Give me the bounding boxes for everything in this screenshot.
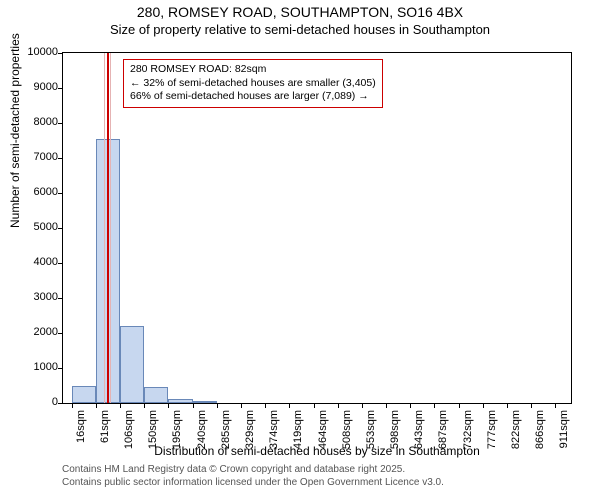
xtick-label: 16sqm	[75, 410, 87, 443]
xtick-mark	[314, 403, 315, 408]
ytick-label: 5000	[8, 221, 58, 233]
footer-line-2: Contains public sector information licen…	[62, 477, 444, 490]
xtick-label: 374sqm	[268, 410, 280, 449]
xtick-mark	[96, 403, 97, 408]
xtick-label: 687sqm	[437, 410, 449, 449]
xtick-label: 822sqm	[510, 410, 522, 449]
marker-side-line	[110, 53, 111, 403]
ytick-label: 7000	[8, 151, 58, 163]
xtick-label: 150sqm	[147, 410, 159, 449]
xtick-mark	[555, 403, 556, 408]
xtick-label: 61sqm	[99, 410, 111, 443]
xtick-mark	[483, 403, 484, 408]
chart-subtitle: Size of property relative to semi-detach…	[0, 22, 600, 37]
xtick-mark	[289, 403, 290, 408]
histogram-bar	[144, 387, 168, 403]
ytick-label: 2000	[8, 326, 58, 338]
footer-attribution: Contains HM Land Registry data © Crown c…	[62, 464, 444, 489]
xtick-label: 285sqm	[220, 410, 232, 449]
ytick-mark	[58, 53, 63, 54]
xtick-label: 911sqm	[558, 410, 570, 448]
ytick-mark	[58, 88, 63, 89]
xtick-mark	[168, 403, 169, 408]
xtick-mark	[338, 403, 339, 408]
xtick-mark	[120, 403, 121, 408]
ytick-label: 4000	[8, 256, 58, 268]
ytick-label: 1000	[8, 361, 58, 373]
xtick-mark	[144, 403, 145, 408]
xtick-mark	[241, 403, 242, 408]
xtick-mark	[507, 403, 508, 408]
ytick-label: 3000	[8, 291, 58, 303]
xtick-mark	[386, 403, 387, 408]
xtick-mark	[459, 403, 460, 408]
plot-area: 280 ROMSEY ROAD: 82sqm← 32% of semi-deta…	[62, 52, 572, 404]
chart-container: 280, ROMSEY ROAD, SOUTHAMPTON, SO16 4BX …	[0, 4, 600, 504]
annotation-line3: 66% of semi-detached houses are larger (…	[130, 90, 376, 104]
ytick-mark	[58, 123, 63, 124]
xtick-mark	[410, 403, 411, 408]
ytick-mark	[58, 403, 63, 404]
xtick-mark	[531, 403, 532, 408]
histogram-bar	[193, 401, 217, 403]
annotation-line2: ← 32% of semi-detached houses are smalle…	[130, 77, 376, 91]
histogram-bar	[168, 399, 192, 403]
marker-main-line	[107, 53, 109, 403]
xtick-label: 866sqm	[534, 410, 546, 449]
ytick-mark	[58, 228, 63, 229]
ytick-mark	[58, 298, 63, 299]
xtick-label: 598sqm	[389, 410, 401, 449]
marker-side-line	[104, 53, 105, 403]
ytick-label: 0	[8, 396, 58, 408]
footer-line-1: Contains HM Land Registry data © Crown c…	[62, 464, 444, 477]
ytick-label: 9000	[8, 81, 58, 93]
xtick-mark	[265, 403, 266, 408]
histogram-bar	[72, 386, 96, 404]
xtick-label: 553sqm	[365, 410, 377, 449]
annotation-box: 280 ROMSEY ROAD: 82sqm← 32% of semi-deta…	[123, 59, 383, 108]
y-axis-label: Number of semi-detached properties	[8, 33, 22, 228]
chart-title: 280, ROMSEY ROAD, SOUTHAMPTON, SO16 4BX	[0, 4, 600, 20]
ytick-mark	[58, 158, 63, 159]
ytick-mark	[58, 193, 63, 194]
xtick-label: 732sqm	[462, 410, 474, 449]
xtick-label: 329sqm	[244, 410, 256, 449]
ytick-label: 10000	[8, 46, 58, 58]
xtick-mark	[193, 403, 194, 408]
xtick-label: 508sqm	[341, 410, 353, 449]
ytick-mark	[58, 333, 63, 334]
xtick-label: 106sqm	[123, 410, 135, 449]
xtick-label: 419sqm	[292, 410, 304, 449]
annotation-line1: 280 ROMSEY ROAD: 82sqm	[130, 63, 376, 77]
ytick-label: 8000	[8, 116, 58, 128]
xtick-label: 643sqm	[413, 410, 425, 449]
xtick-label: 777sqm	[486, 410, 498, 449]
ytick-mark	[58, 368, 63, 369]
xtick-mark	[217, 403, 218, 408]
xtick-label: 464sqm	[317, 410, 329, 449]
xtick-label: 195sqm	[171, 410, 183, 449]
xtick-label: 240sqm	[196, 410, 208, 449]
xtick-mark	[434, 403, 435, 408]
ytick-mark	[58, 263, 63, 264]
histogram-bar	[120, 326, 144, 403]
ytick-label: 6000	[8, 186, 58, 198]
xtick-mark	[362, 403, 363, 408]
xtick-mark	[72, 403, 73, 408]
